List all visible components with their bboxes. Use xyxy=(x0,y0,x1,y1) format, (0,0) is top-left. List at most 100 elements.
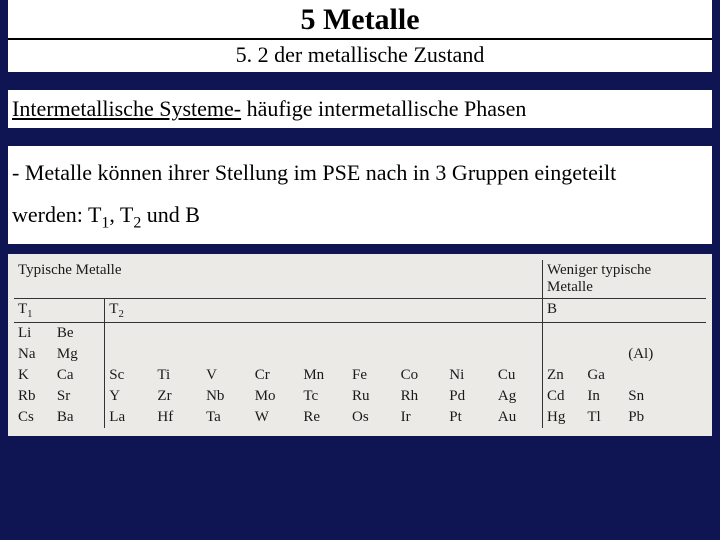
table-cell: La xyxy=(105,407,154,428)
table-cell: Ag xyxy=(494,386,543,407)
table-cell: Ru xyxy=(348,386,397,407)
table-cell: Tc xyxy=(299,386,348,407)
table-cell xyxy=(665,365,706,386)
table-cell xyxy=(397,323,446,345)
table-cell xyxy=(348,323,397,345)
table-cell: Hg xyxy=(543,407,584,428)
table-cell: Au xyxy=(494,407,543,428)
table-cell: V xyxy=(202,365,251,386)
table-cell: Ba xyxy=(53,407,105,428)
heading-rest: häufige intermetallische Phasen xyxy=(241,96,526,121)
table-cell: Co xyxy=(397,365,446,386)
table-cell xyxy=(397,344,446,365)
table-cell xyxy=(543,344,584,365)
table-cell xyxy=(299,323,348,345)
table-cell xyxy=(583,323,624,345)
table-cell xyxy=(202,344,251,365)
table-container: Typische Metalle Weniger typische Metall… xyxy=(8,254,712,436)
subhdr-b: B xyxy=(543,299,706,323)
table-cell: Rh xyxy=(397,386,446,407)
table-row: KCaScTiVCrMnFeCoNiCuZnGa xyxy=(14,365,706,386)
slide-title: 5 Metalle xyxy=(8,0,712,40)
table-cell: Pb xyxy=(624,407,665,428)
table-cell: Hf xyxy=(153,407,202,428)
table-cell xyxy=(105,323,154,345)
table-cell xyxy=(583,344,624,365)
body-text: - Metalle können ihrer Stellung im PSE n… xyxy=(8,146,712,244)
table-row: RbSrYZrNbMoTcRuRhPdAgCdInSn xyxy=(14,386,706,407)
table-header-row: Typische Metalle Weniger typische Metall… xyxy=(14,260,706,299)
table-cell xyxy=(445,323,494,345)
table-cell: Ta xyxy=(202,407,251,428)
table-cell xyxy=(624,365,665,386)
table-cell xyxy=(105,344,154,365)
body-line2-mid: , T xyxy=(109,202,133,227)
table-cell: Pt xyxy=(445,407,494,428)
table-cell: In xyxy=(583,386,624,407)
table-cell: Zr xyxy=(153,386,202,407)
table-cell: Pd xyxy=(445,386,494,407)
slide-subtitle: 5. 2 der metallische Zustand xyxy=(8,40,712,72)
table-cell: Sn xyxy=(624,386,665,407)
table-cell: Ca xyxy=(53,365,105,386)
table-cell xyxy=(348,344,397,365)
table-cell: W xyxy=(251,407,300,428)
subhdr-t1: T1 xyxy=(14,299,105,323)
table-cell: Ir xyxy=(397,407,446,428)
table-cell: Ni xyxy=(445,365,494,386)
table-cell xyxy=(665,407,706,428)
table-cell xyxy=(299,344,348,365)
table-cell xyxy=(665,344,706,365)
table-cell xyxy=(624,323,665,345)
table-cell: Tl xyxy=(583,407,624,428)
body-line2-prefix: werden: T xyxy=(12,202,101,227)
table-cell: Ti xyxy=(153,365,202,386)
table-cell: Be xyxy=(53,323,105,345)
heading-underlined: Intermetallische Systeme- xyxy=(12,96,241,121)
hdr-typical: Typische Metalle xyxy=(14,260,543,299)
table-cell: Mn xyxy=(299,365,348,386)
table-cell: Os xyxy=(348,407,397,428)
body-line2-suffix: und B xyxy=(141,202,200,227)
table-cell xyxy=(202,323,251,345)
table-cell xyxy=(494,344,543,365)
table-cell xyxy=(153,344,202,365)
table-cell xyxy=(251,344,300,365)
table-cell xyxy=(153,323,202,345)
hdr-right-l2: Metalle xyxy=(547,279,593,295)
table-cell xyxy=(251,323,300,345)
body-line1: - Metalle können ihrer Stellung im PSE n… xyxy=(12,160,616,185)
table-subheader-row: T1 T2 B xyxy=(14,299,706,323)
table-cell xyxy=(665,386,706,407)
table-cell: Sc xyxy=(105,365,154,386)
table-cell xyxy=(665,323,706,345)
table-cell xyxy=(445,344,494,365)
table-cell: Fe xyxy=(348,365,397,386)
table-cell: Mo xyxy=(251,386,300,407)
table-cell: K xyxy=(14,365,53,386)
table-cell xyxy=(543,323,584,345)
table-row: CsBaLaHfTaWReOsIrPtAuHgTlPb xyxy=(14,407,706,428)
metals-table: Typische Metalle Weniger typische Metall… xyxy=(14,260,706,428)
table-cell: Y xyxy=(105,386,154,407)
hdr-less-typical: Weniger typische Metalle xyxy=(543,260,706,299)
table-cell: Sr xyxy=(53,386,105,407)
table-cell: (Al) xyxy=(624,344,665,365)
table-cell: Nb xyxy=(202,386,251,407)
table-cell: Ga xyxy=(583,365,624,386)
section-heading: Intermetallische Systeme- häufige interm… xyxy=(8,90,712,128)
table-cell: Cs xyxy=(14,407,53,428)
slide: 5 Metalle 5. 2 der metallische Zustand I… xyxy=(0,0,720,540)
table-cell: Cd xyxy=(543,386,584,407)
table-cell: Cu xyxy=(494,365,543,386)
table-cell: Mg xyxy=(53,344,105,365)
table-cell: Zn xyxy=(543,365,584,386)
table-cell: Li xyxy=(14,323,53,345)
table-cell: Na xyxy=(14,344,53,365)
table-cell: Re xyxy=(299,407,348,428)
table-body: LiBeNaMg (Al)KCaScTiVCrMnFeCoNiCuZnGaRbSr… xyxy=(14,323,706,429)
table-row: NaMg (Al) xyxy=(14,344,706,365)
table-cell: Rb xyxy=(14,386,53,407)
subhdr-t2: T2 xyxy=(105,299,543,323)
table-row: LiBe xyxy=(14,323,706,345)
